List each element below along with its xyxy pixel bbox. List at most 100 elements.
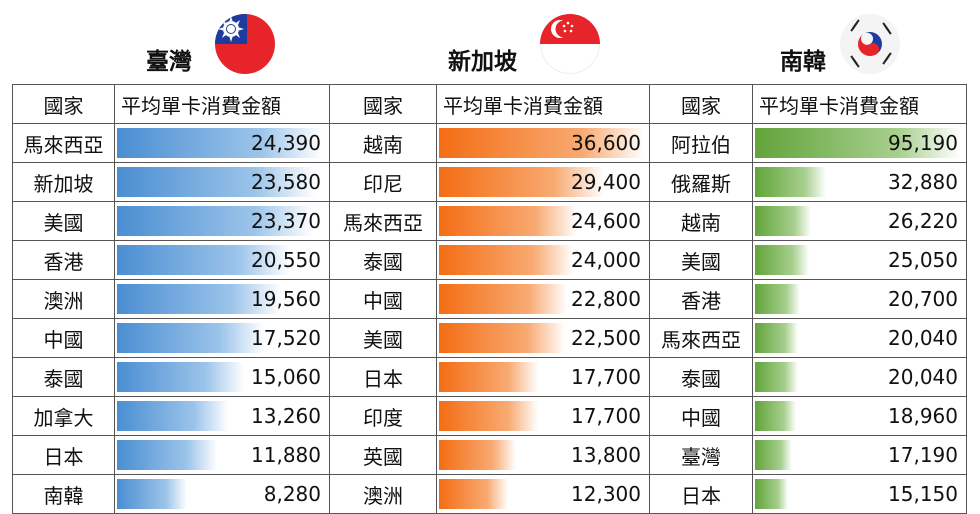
amount-cell: 22,800 [436,279,650,319]
data-bar [439,323,565,353]
column-header-country: 國家 [12,84,115,124]
country-cell: 泰國 [12,357,115,397]
taiwan-flag-icon [215,14,275,74]
amount-value: 17,520 [251,326,321,350]
column-header-amount: 平均單卡消費金額 [752,84,967,124]
country-cell: 香港 [649,279,753,319]
header-singapore: 新加坡 [440,0,640,84]
data-bar [439,284,567,314]
table-row: 馬來西亞 24,390 越南 36,600 阿拉伯 95,190 [12,123,967,163]
table-row: 加拿大 13,260 印度 17,700 中國 18,960 [12,396,967,436]
table-row: 美國 23,370 馬來西亞 24,600 越南 26,220 [12,201,967,241]
country-cell: 泰國 [649,357,753,397]
amount-cell: 23,580 [114,162,330,202]
amount-value: 20,700 [888,287,958,311]
amount-cell: 17,190 [752,435,967,475]
data-bar [439,167,604,197]
data-bar [755,284,800,314]
data-bar [755,362,798,392]
amount-cell: 13,260 [114,396,330,436]
data-bar [755,167,826,197]
country-cell: 日本 [329,357,437,397]
country-cell: 英國 [329,435,437,475]
country-cell: 澳洲 [12,279,115,319]
country-cell: 中國 [329,279,437,319]
amount-value: 24,390 [251,131,321,155]
amount-cell: 17,520 [114,318,330,358]
data-bar [117,206,313,236]
amount-cell: 12,300 [436,474,650,514]
country-cell: 泰國 [329,240,437,280]
amount-value: 29,400 [571,170,641,194]
country-cell: 越南 [329,123,437,163]
singapore-flag-icon [540,14,600,74]
amount-value: 20,040 [888,326,958,350]
country-cell: 日本 [649,474,753,514]
amount-cell: 95,190 [752,123,967,163]
amount-value: 25,050 [888,248,958,272]
spending-table: 國家 平均單卡消費金額 國家 平均單卡消費金額 國家 平均單卡消費金額 馬來西亞… [12,84,967,514]
amount-value: 24,000 [571,248,641,272]
amount-value: 12,300 [571,482,641,506]
header-taiwan: 臺灣 [120,0,320,84]
table-row: 日本 11,880 英國 13,800 臺灣 17,190 [12,435,967,475]
amount-cell: 20,550 [114,240,330,280]
amount-cell: 11,880 [114,435,330,475]
amount-value: 13,260 [251,404,321,428]
country-cell: 香港 [12,240,115,280]
amount-value: 18,960 [888,404,958,428]
data-bar [117,479,187,509]
amount-value: 8,280 [263,482,321,506]
data-bar [117,440,217,470]
amount-cell: 20,040 [752,357,967,397]
amount-value: 15,150 [888,482,958,506]
data-bar [117,128,322,158]
data-bar [117,167,315,197]
country-cell: 馬來西亞 [649,318,753,358]
amount-value: 23,370 [251,209,321,233]
country-cell: 馬來西亞 [329,201,437,241]
data-bar [439,206,577,236]
amount-value: 32,880 [888,170,958,194]
country-cell: 臺灣 [649,435,753,475]
amount-value: 17,190 [888,443,958,467]
data-bar [117,284,281,314]
data-bar [755,323,798,353]
country-cell: 美國 [12,201,115,241]
amount-value: 26,220 [888,209,958,233]
amount-cell: 8,280 [114,474,330,514]
table-row: 新加坡 23,580 印尼 29,400 俄羅斯 32,880 [12,162,967,202]
country-cell: 日本 [12,435,115,475]
section-title-korea: 南韓 [780,49,826,75]
data-bar [755,440,792,470]
amount-cell: 32,880 [752,162,967,202]
amount-value: 36,600 [571,131,641,155]
country-cell: 新加坡 [12,162,115,202]
amount-cell: 29,400 [436,162,650,202]
amount-cell: 17,700 [436,396,650,436]
amount-cell: 15,060 [114,357,330,397]
data-bar [439,362,538,392]
table-row: 香港 20,550 泰國 24,000 美國 25,050 [12,240,967,280]
amount-value: 22,800 [571,287,641,311]
amount-cell: 22,500 [436,318,650,358]
amount-value: 20,550 [251,248,321,272]
table-row: 泰國 15,060 日本 17,700 泰國 20,040 [12,357,967,397]
country-cell: 加拿大 [12,396,115,436]
country-cell: 澳洲 [329,474,437,514]
korea-flag-icon [840,14,900,74]
data-bar [117,401,228,431]
amount-value: 11,880 [251,443,321,467]
amount-cell: 17,700 [436,357,650,397]
section-title-taiwan: 臺灣 [146,49,192,75]
country-cell: 中國 [649,396,753,436]
table-row: 澳洲 19,560 中國 22,800 香港 20,700 [12,279,967,319]
country-cell: 俄羅斯 [649,162,753,202]
country-cell: 美國 [329,318,437,358]
data-bar [755,128,960,158]
header-korea: 南韓 [770,0,970,84]
data-bar [117,323,264,353]
table-row: 南韓 8,280 澳洲 12,300 日本 15,150 [12,474,967,514]
table-header-row: 國家 平均單卡消費金額 國家 平均單卡消費金額 國家 平均單卡消費金額 [12,84,967,124]
amount-cell: 25,050 [752,240,967,280]
